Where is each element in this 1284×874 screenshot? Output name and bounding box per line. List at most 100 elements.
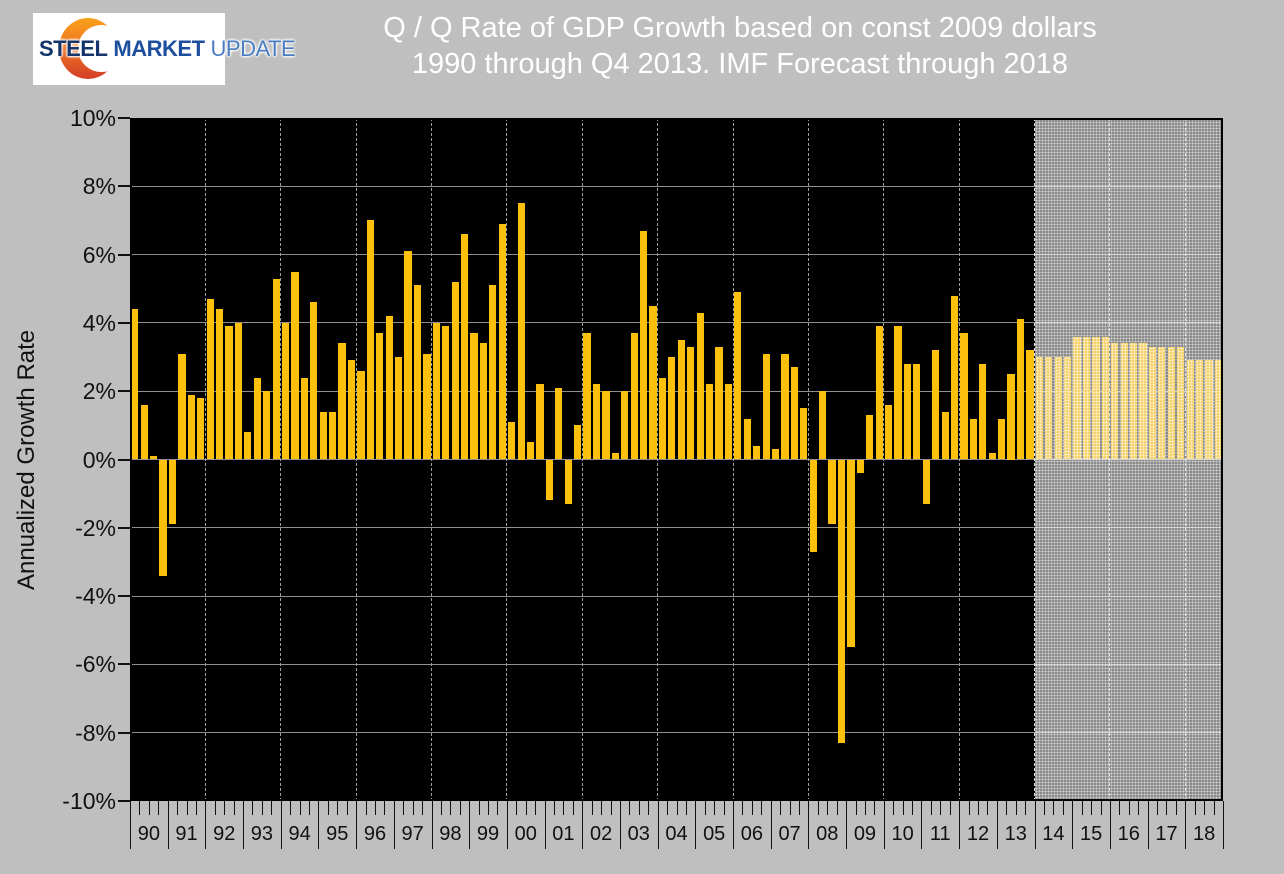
x-quarter-tick xyxy=(1194,801,1196,815)
x-quarter-tick xyxy=(488,801,490,815)
bar-2002-Q3 xyxy=(602,391,610,460)
bar-2004-Q3 xyxy=(677,339,685,460)
bar-1996-Q1 xyxy=(357,370,365,460)
x-year-separator xyxy=(318,801,320,849)
bar-2000-Q4 xyxy=(536,384,544,460)
bar-2002-Q4 xyxy=(611,452,619,460)
bar-2012-Q1 xyxy=(960,333,968,460)
bar-1995-Q1 xyxy=(319,411,327,460)
bar-1998-Q1 xyxy=(432,322,440,460)
bar-2016-Q2 xyxy=(1120,343,1128,460)
bar-2017-Q1 xyxy=(1148,346,1157,460)
x-quarter-tick xyxy=(554,801,555,815)
x-year-separator xyxy=(205,801,207,849)
gridline-vertical-year xyxy=(280,118,282,801)
bar-1996-Q3 xyxy=(376,333,384,460)
x-quarter-tick xyxy=(158,801,160,815)
bar-2006-Q1 xyxy=(734,292,742,460)
x-quarter-tick xyxy=(761,801,763,815)
bar-2012-Q3 xyxy=(979,363,987,460)
x-quarter-tick xyxy=(912,801,914,815)
bar-2006-Q2 xyxy=(743,418,751,460)
gridline-horizontal-forecast xyxy=(1034,527,1223,529)
bar-2001-Q2 xyxy=(555,387,563,460)
bar-1991-Q3 xyxy=(187,394,195,460)
y-tick-mark xyxy=(118,800,130,802)
gridline-vertical-year xyxy=(1109,118,1111,801)
x-year-separator xyxy=(393,801,395,849)
bar-1992-Q4 xyxy=(234,322,243,460)
gridline-horizontal-forecast xyxy=(1034,732,1223,734)
x-quarter-tick xyxy=(252,801,254,815)
bar-2014-Q2 xyxy=(1045,357,1053,460)
gridline-horizontal xyxy=(130,322,1223,324)
bar-1996-Q2 xyxy=(366,220,374,460)
x-quarter-tick xyxy=(299,801,301,815)
x-year-separator xyxy=(733,801,735,849)
x-quarter-tick xyxy=(374,801,376,815)
x-quarter-tick xyxy=(384,801,386,815)
x-quarter-tick xyxy=(855,801,857,815)
bar-2007-Q4 xyxy=(800,408,808,460)
y-tick-mark xyxy=(118,526,130,529)
bar-1997-Q2 xyxy=(404,251,412,460)
x-quarter-tick xyxy=(459,801,461,815)
gridline-horizontal-forecast xyxy=(1034,663,1223,665)
x-year-label: 18 xyxy=(1193,823,1216,845)
x-quarter-tick xyxy=(572,801,574,815)
bar-2002-Q1 xyxy=(583,333,591,460)
y-tick-mark xyxy=(118,458,130,461)
bar-1990-Q3 xyxy=(150,456,158,460)
x-quarter-tick xyxy=(346,801,348,815)
bar-2006-Q4 xyxy=(762,353,770,460)
bar-2006-Q3 xyxy=(753,445,761,460)
x-quarter-tick xyxy=(751,801,753,815)
bar-2014-Q3 xyxy=(1054,357,1062,460)
x-quarter-tick xyxy=(723,801,725,815)
x-year-separator xyxy=(167,801,169,849)
bar-1999-Q1 xyxy=(470,333,478,460)
x-quarter-tick xyxy=(261,801,263,815)
bar-1995-Q3 xyxy=(338,343,346,460)
bar-1992-Q1 xyxy=(206,298,214,460)
bar-2017-Q3 xyxy=(1167,346,1175,460)
x-year-label: 99 xyxy=(476,823,500,845)
x-year-label: 03 xyxy=(627,823,650,845)
bar-2000-Q2 xyxy=(517,203,525,460)
x-quarter-tick xyxy=(704,801,706,815)
x-quarter-tick xyxy=(1157,801,1159,815)
bar-2011-Q3 xyxy=(941,411,949,460)
x-year-label: 05 xyxy=(703,823,726,845)
bar-2010-Q1 xyxy=(884,404,893,460)
x-year-label: 12 xyxy=(966,823,990,845)
bar-2000-Q1 xyxy=(508,421,516,460)
x-year-label: 16 xyxy=(1117,823,1140,845)
bar-2011-Q4 xyxy=(950,295,959,460)
x-quarter-tick xyxy=(789,801,791,815)
x-quarter-tick xyxy=(940,801,942,815)
x-year-label: 93 xyxy=(250,823,274,845)
bar-2014-Q4 xyxy=(1064,357,1072,460)
x-quarter-tick xyxy=(1025,801,1027,815)
x-year-separator xyxy=(544,801,546,849)
x-year-label: 98 xyxy=(439,823,462,845)
bar-2005-Q4 xyxy=(724,384,733,460)
gridline-horizontal xyxy=(130,185,1223,187)
x-quarter-tick xyxy=(271,801,273,815)
bar-2004-Q2 xyxy=(668,357,676,460)
bar-1997-Q1 xyxy=(395,357,403,460)
x-year-separator xyxy=(356,801,358,849)
bar-2007-Q1 xyxy=(771,449,780,460)
x-quarter-tick xyxy=(1175,801,1177,815)
gridline-vertical-year xyxy=(657,118,659,801)
bar-2008-Q3 xyxy=(828,459,836,525)
x-quarter-tick xyxy=(214,801,216,815)
x-quarter-tick xyxy=(676,801,678,815)
gridline-horizontal-forecast xyxy=(1034,185,1223,187)
gridline-vertical-year xyxy=(1184,118,1186,801)
x-year-separator xyxy=(657,801,659,849)
x-year-label: 14 xyxy=(1042,823,1065,845)
bar-2001-Q4 xyxy=(574,425,582,460)
bar-2005-Q1 xyxy=(696,312,704,460)
